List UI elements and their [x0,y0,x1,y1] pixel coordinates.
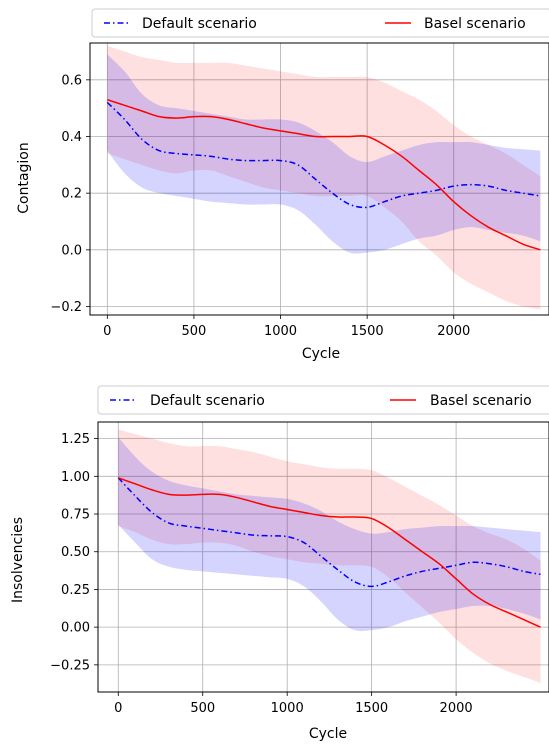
contagion-chart: 0 500 1000 1500 2000 −0.20.00.20.40.6 Cycle … [16,8,549,362]
y-tick-label: 1.00 [61,470,90,485]
band-default [118,437,541,632]
x-tick-label: 1500 [355,701,388,716]
y-axis-label: Contagion [16,142,32,214]
y-tick-label: 0.00 [61,621,90,636]
x-tick-label: 2000 [437,324,470,339]
x-tick-label: 500 [182,324,207,339]
legend-label-basel: Basel scenario [430,393,532,409]
plot-frame [97,421,549,693]
y-ticks: −0.2 0.0 0.2 0.4 0.6 [50,73,90,315]
confidence-bands [107,45,541,310]
band-basel [107,45,541,310]
x-ticks: 0 500 1000 1500 2000 [114,692,473,716]
y-tick-label: 0.6 [61,73,82,88]
y-tick-label: 0.75 [61,508,90,523]
band-basel [118,429,541,683]
legend-label-basel: Basel scenario [424,16,526,32]
legend-box [97,385,549,415]
legend-label-default: Default scenario [150,393,265,409]
confidence-bands [118,429,541,683]
legend: Default scenario Basel scenario [91,8,549,38]
band-default [107,54,541,254]
series-lines [117,477,541,628]
series-lines [106,98,541,251]
x-tick-label: 1000 [264,324,297,339]
y-tick-label: 0.4 [61,130,82,145]
x-axis-label: Cycle [302,346,340,362]
y-ticks: −0.25 0.00 0.25 0.50 0.75 1.00 1.25 [50,432,98,673]
insolvencies-chart: 0 500 1000 1500 2000 −0.25 0.00 0.25 0.50 0.75 1.… [10,385,549,742]
line-basel [107,98,541,251]
x-ticks: 0 500 1000 1500 2000 [103,315,470,339]
y-tick-label: 0.50 [61,545,90,560]
legend: Default scenario Basel scenario [97,385,549,415]
grid [98,422,549,692]
y-tick-label: 0.2 [61,187,82,202]
y-tick-label: 0.0 [61,243,82,258]
y-axis-label: Insolvencies [10,517,26,603]
x-tick-label: 1000 [271,701,304,716]
x-tick-label: 0 [114,701,122,716]
x-tick-label: 1500 [351,324,384,339]
y-tick-label: 1.25 [61,432,90,447]
y-tick-label: 0.25 [61,583,90,598]
x-axis-label: Cycle [309,726,347,742]
line-basel [118,477,541,628]
line-default [106,101,541,209]
x-tick-label: 500 [190,701,215,716]
y-tick-label: −0.2 [50,300,82,315]
legend-box [91,8,549,38]
legend-label-default: Default scenario [142,16,257,32]
x-tick-label: 2000 [440,701,473,716]
plot-frame [89,42,549,316]
y-tick-label: −0.25 [50,658,90,673]
x-tick-label: 0 [103,324,111,339]
